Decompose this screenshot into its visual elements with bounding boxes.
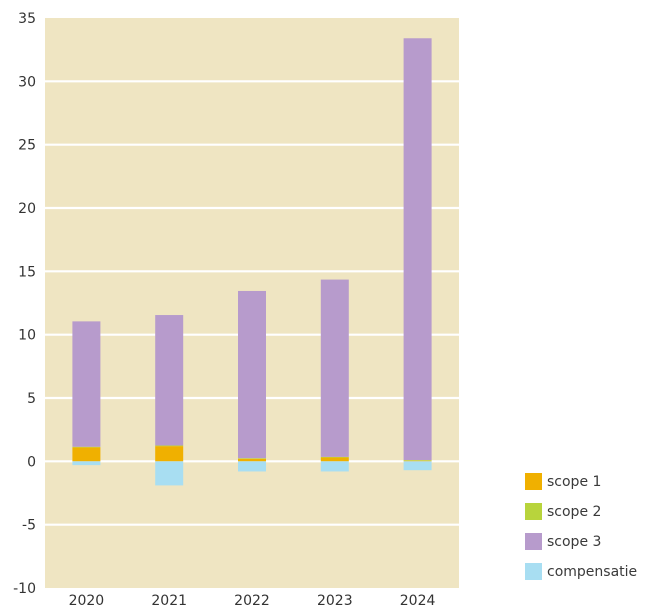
y-tick-label: 10 — [18, 328, 36, 344]
y-tick-label: 0 — [27, 454, 36, 470]
x-tick-label: 2024 — [400, 593, 436, 609]
bar-segment-scope-1 — [155, 446, 184, 462]
bar-segment-scope-3 — [72, 321, 101, 447]
x-tick-label: 2023 — [317, 593, 353, 609]
y-tick-label: 5 — [27, 391, 36, 407]
legend-label: compensatie — [547, 564, 637, 580]
bar-segment-scope-2 — [155, 445, 184, 447]
legend-label: scope 1 — [547, 474, 601, 490]
y-tick-label: -10 — [13, 581, 36, 597]
legend-swatch — [525, 473, 542, 490]
y-tick-label: 20 — [18, 201, 36, 217]
bar-segment-scope-2 — [72, 446, 101, 448]
bar-segment-compensatie — [72, 461, 101, 466]
legend: scope 1 scope 2 scope 3 compensatie — [525, 473, 637, 580]
legend-swatch — [525, 563, 542, 580]
y-tick-label: 15 — [18, 264, 36, 280]
bar-segment-compensatie — [320, 461, 349, 472]
y-tick-label: 25 — [18, 138, 36, 154]
bar-segment-scope-3 — [238, 290, 266, 459]
x-tick-label: 2022 — [234, 593, 270, 609]
bar-segment-scope-2 — [403, 460, 432, 461]
x-tick-label: 2020 — [69, 593, 105, 609]
bar-segment-compensatie — [238, 461, 266, 472]
bar-segment-scope-1 — [403, 460, 432, 462]
x-tick-label: 2021 — [151, 593, 187, 609]
legend-swatch — [525, 503, 542, 520]
bar-segment-scope-3 — [320, 279, 349, 457]
bar-segment-compensatie — [155, 461, 184, 486]
legend-label: scope 2 — [547, 504, 601, 520]
x-axis-ticks: 2020 2021 2022 2023 2024 — [69, 593, 436, 609]
bars — [72, 38, 432, 486]
y-axis-ticks: -10 -5 0 5 10 15 20 25 30 35 — [13, 11, 36, 597]
bar-segment-scope-2 — [238, 458, 266, 459]
bar-segment-scope-2 — [320, 456, 349, 458]
legend-label: scope 3 — [547, 534, 601, 550]
bar-segment-scope-1 — [320, 457, 349, 462]
legend-swatch — [525, 533, 542, 550]
bar-segment-scope-1 — [238, 458, 266, 462]
bar-segment-scope-1 — [72, 447, 101, 462]
y-tick-label: 30 — [18, 74, 36, 90]
y-tick-label: 35 — [18, 11, 36, 27]
bar-segment-scope-3 — [155, 315, 184, 446]
bar-segment-compensatie — [403, 461, 432, 471]
bar-segment-scope-3 — [403, 38, 432, 461]
y-tick-label: -5 — [22, 518, 36, 534]
